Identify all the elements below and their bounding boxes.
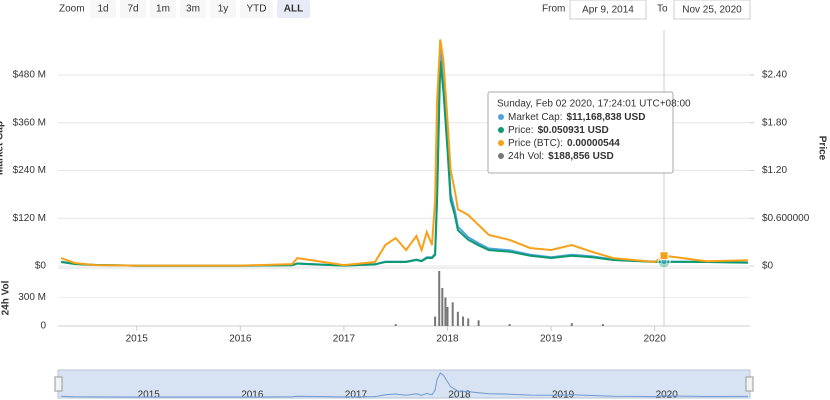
y-tick-label: $240 M	[13, 165, 46, 176]
x-tick-label: 2019	[540, 334, 563, 345]
tooltip: Sunday, Feb 02 2020, 17:24:01 UTC+08:00 M…	[487, 91, 691, 174]
volume-bar	[394, 324, 397, 326]
y2-tick-label: $0.600000	[762, 213, 810, 224]
y-tick-label: $0	[35, 261, 47, 272]
volume-bar	[570, 323, 573, 326]
plot: $0 $120 M $240 M $360 M $480 M $0 $0.600000 $1.…	[0, 30, 827, 345]
y2-tick-label: $2.40	[762, 70, 787, 81]
x-tick-label: 2017	[333, 334, 356, 345]
x-tick-label: 2016	[229, 334, 252, 345]
zoom-button[interactable]	[277, 0, 310, 18]
volume-bar	[462, 316, 465, 326]
navigator-tick-label: 2017	[345, 390, 368, 400]
y2-tick-label: $0	[762, 261, 774, 272]
x-tick-label: 2020	[644, 334, 667, 345]
tooltip-item: Price: $0.050931 USD	[508, 125, 609, 136]
tooltip-item: Price (BTC): 0.00000544	[508, 138, 620, 149]
tooltip-dot	[498, 127, 504, 133]
zoom-button[interactable]	[210, 0, 236, 18]
navigator-handle[interactable]	[745, 376, 754, 392]
vol-axis-title: 24h Vol	[1, 280, 12, 315]
zoom-button-label[interactable]: 1m	[156, 4, 170, 15]
zoom-button[interactable]	[90, 0, 116, 18]
to-label: To	[657, 4, 668, 15]
navigator: 2015 2016 2017 2018 2019 2020	[54, 369, 754, 400]
volume-bar	[444, 297, 447, 326]
tooltip-dot	[498, 153, 504, 159]
volume-bar	[508, 324, 511, 326]
tooltip-value: $11,168,838 USD	[566, 112, 645, 123]
zoom-button-label[interactable]: 7d	[127, 4, 138, 15]
volume-bar	[451, 302, 454, 326]
to-input[interactable]	[673, 0, 751, 20]
from-date[interactable]: Apr 9, 2014	[582, 5, 634, 16]
tooltip-label: 24h Vol	[508, 151, 541, 162]
y2-tick-label: $1.80	[762, 117, 787, 128]
tooltip-separator: :	[531, 125, 534, 136]
range-selector: Zoom 1d 7d 1m 3m 1y YTD ALL From Apr 9, 2014 To Nov…	[59, 0, 751, 20]
zoom-button-label[interactable]: YTD	[247, 4, 267, 15]
zoom-button[interactable]	[120, 0, 146, 18]
navigator-tick-label: 2016	[241, 390, 264, 400]
y-axis-title: Market Cap	[0, 121, 6, 175]
x-tick-label: 2018	[436, 334, 459, 345]
tooltip-separator: :	[541, 151, 544, 162]
zoom-button-label[interactable]: ALL	[284, 4, 303, 15]
x-tick-label: 2015	[126, 334, 149, 345]
zoom-button-label[interactable]: 1y	[218, 4, 229, 15]
tooltip-separator: :	[560, 112, 563, 123]
tooltip-dot	[498, 140, 504, 146]
tooltip-item: Market Cap: $11,168,838 USD	[508, 112, 645, 123]
volume-bar	[441, 288, 444, 326]
volume-bar	[434, 316, 437, 326]
y-tick-label: $360 M	[13, 117, 46, 128]
tooltip-item: 24h Vol: $188,856 USD	[508, 151, 614, 162]
navigator-window[interactable]	[57, 369, 751, 399]
tooltip-box	[487, 91, 674, 174]
zoom-label: Zoom	[59, 4, 85, 15]
volume-bar	[601, 324, 604, 326]
from-input[interactable]	[569, 0, 647, 20]
tooltip-label: Price	[508, 125, 531, 136]
vol-tick-label: 300 M	[18, 292, 46, 303]
navigator-tick-label: 2015	[138, 390, 161, 400]
navigator-tick-label: 2018	[448, 390, 471, 400]
zoom-button[interactable]	[240, 0, 273, 18]
zoom-button[interactable]	[180, 0, 206, 18]
volume-bar	[438, 270, 441, 326]
zoom-button-label[interactable]: 1d	[97, 4, 108, 15]
series-line	[60, 39, 748, 267]
series-line	[60, 60, 748, 267]
tooltip-value: $0.050931 USD	[538, 125, 609, 136]
y2-axis-title: Price	[816, 136, 827, 161]
to-date[interactable]: Nov 25, 2020	[682, 5, 742, 16]
y2-tick-label: $1.20	[762, 165, 787, 176]
volume-bar	[467, 318, 470, 326]
zoom-button-label[interactable]: 3m	[186, 4, 200, 15]
volume-bar	[477, 320, 480, 326]
tooltip-value: $188,856 USD	[548, 151, 614, 162]
vol-tick-label: 0	[40, 321, 46, 332]
zoom-button[interactable]	[150, 0, 176, 18]
tooltip-dot	[498, 114, 504, 120]
y-tick-label: $480 M	[13, 70, 46, 81]
navigator-line	[61, 372, 748, 398]
tooltip-separator: :	[560, 138, 563, 149]
volume-bar	[446, 307, 449, 326]
y-tick-label: $120 M	[13, 213, 46, 224]
tooltip-value: 0.00000544	[567, 138, 620, 149]
tooltip-date: Sunday, Feb 02 2020, 17:24:01 UTC+08:00	[497, 99, 691, 110]
navigator-handle[interactable]	[54, 376, 63, 392]
tooltip-label: Price (BTC)	[508, 138, 560, 149]
hover-marker	[659, 251, 669, 261]
tooltip-label: Market Cap	[508, 112, 560, 123]
from-label: From	[542, 4, 565, 15]
volume-bar	[456, 311, 459, 326]
navigator-tick-label: 2020	[656, 390, 679, 400]
